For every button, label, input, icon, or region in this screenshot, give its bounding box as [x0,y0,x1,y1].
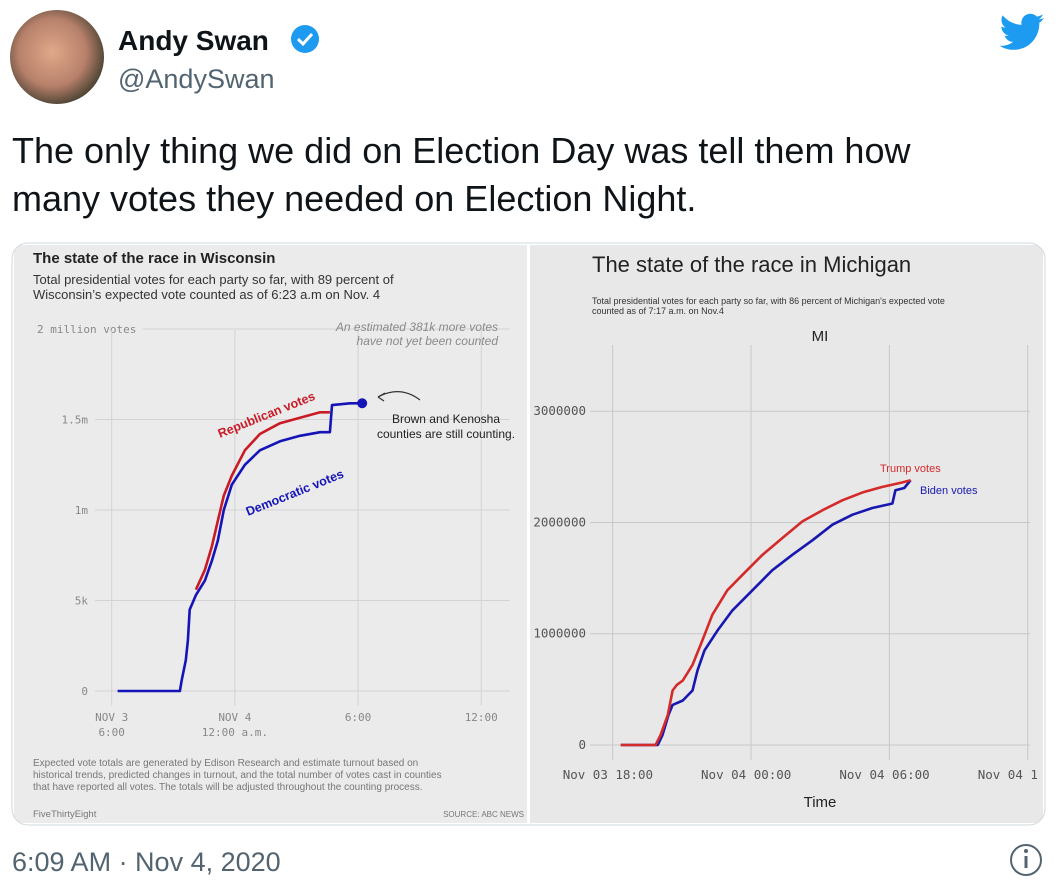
info-icon[interactable] [1010,844,1042,876]
handle[interactable]: @AndySwan [118,64,275,94]
x-tick-label: Nov 04 06:00 [839,767,929,782]
twitter-logo[interactable] [999,13,1044,50]
chart-subtitle: Wisconsin’s expected vote counted as of … [33,287,380,302]
footnote: that have reported all votes. The totals… [33,782,423,793]
tweet-line: The only thing we did on Election Day wa… [12,130,911,171]
avatar[interactable] [10,10,104,104]
x-tick-label: NOV 3 6:00 [95,711,128,739]
tweet-line: many votes they needed on Election Night… [12,178,696,219]
x-tick-label: 6:00 [345,711,372,724]
series-line [117,401,363,693]
credit: FiveThirtyEight [33,809,97,820]
annotation: have not yet been counted [357,334,499,348]
y-tick-label: 1m [75,504,89,517]
chart-subtitle: counted as of 7:17 a.m. on Nov.4 [592,306,724,316]
y-tick-label: 1000000 [533,626,586,641]
footnote: Expected vote totals are generated by Ed… [33,758,418,769]
y-tick-label: 1.5m [62,414,89,427]
series-line [620,478,911,747]
y-tick-label: 2000000 [533,514,586,529]
media[interactable]: 0 5k 1m 1.5m 2 million votes NOV 3 6:00 NOV 4 12… [12,243,1045,825]
series-label: Biden votes [920,485,978,497]
y-tick-label: 3000000 [533,403,586,418]
panel [14,245,527,823]
tweet-text: The only thing we did on Election Day wa… [12,130,911,219]
chart-subtitle: Total presidential votes for each party … [592,296,945,306]
panel-title: MI [812,328,829,345]
series-line [620,479,912,747]
end-marker [357,398,368,409]
chart-title: The state of the race in Wisconsin [33,250,275,267]
annotation-arrow [377,392,386,402]
timestamp[interactable]: 6:09 AM · Nov 4, 2020 [12,847,281,877]
x-tick-label: NOV 4 12:00 a.m. [202,711,268,739]
annotation: counties are still counting. [377,427,515,441]
footnote: historical trends, predicted changes in … [33,770,442,781]
series-label: Trump votes [880,463,941,475]
chart-title: The state of the race in Michigan [592,252,911,277]
y-tick-label: 0 [578,737,586,752]
x-tick-label: Nov 04 1 [978,767,1038,782]
media-border [11,242,1046,826]
x-tick-label: 12:00 [465,711,498,724]
annotation: An estimated 381k more votes [335,320,498,334]
chart-subtitle: Total presidential votes for each party … [33,272,394,287]
x-tick-label: Nov 04 00:00 [701,767,791,782]
verified-badge [291,25,319,53]
display-name[interactable]: Andy Swan [118,25,269,56]
y-tick-label: 5k [75,595,89,608]
y-tick-label: 0 [81,685,88,698]
series-line [194,410,330,591]
source: SOURCE: ABC NEWS [443,810,524,819]
annotation: Brown and Kenosha [392,412,500,426]
x-tick-label: Nov 03 18:00 [563,767,653,782]
y-tick-label: 2 million votes [37,323,136,336]
x-axis-label: Time [804,794,837,811]
